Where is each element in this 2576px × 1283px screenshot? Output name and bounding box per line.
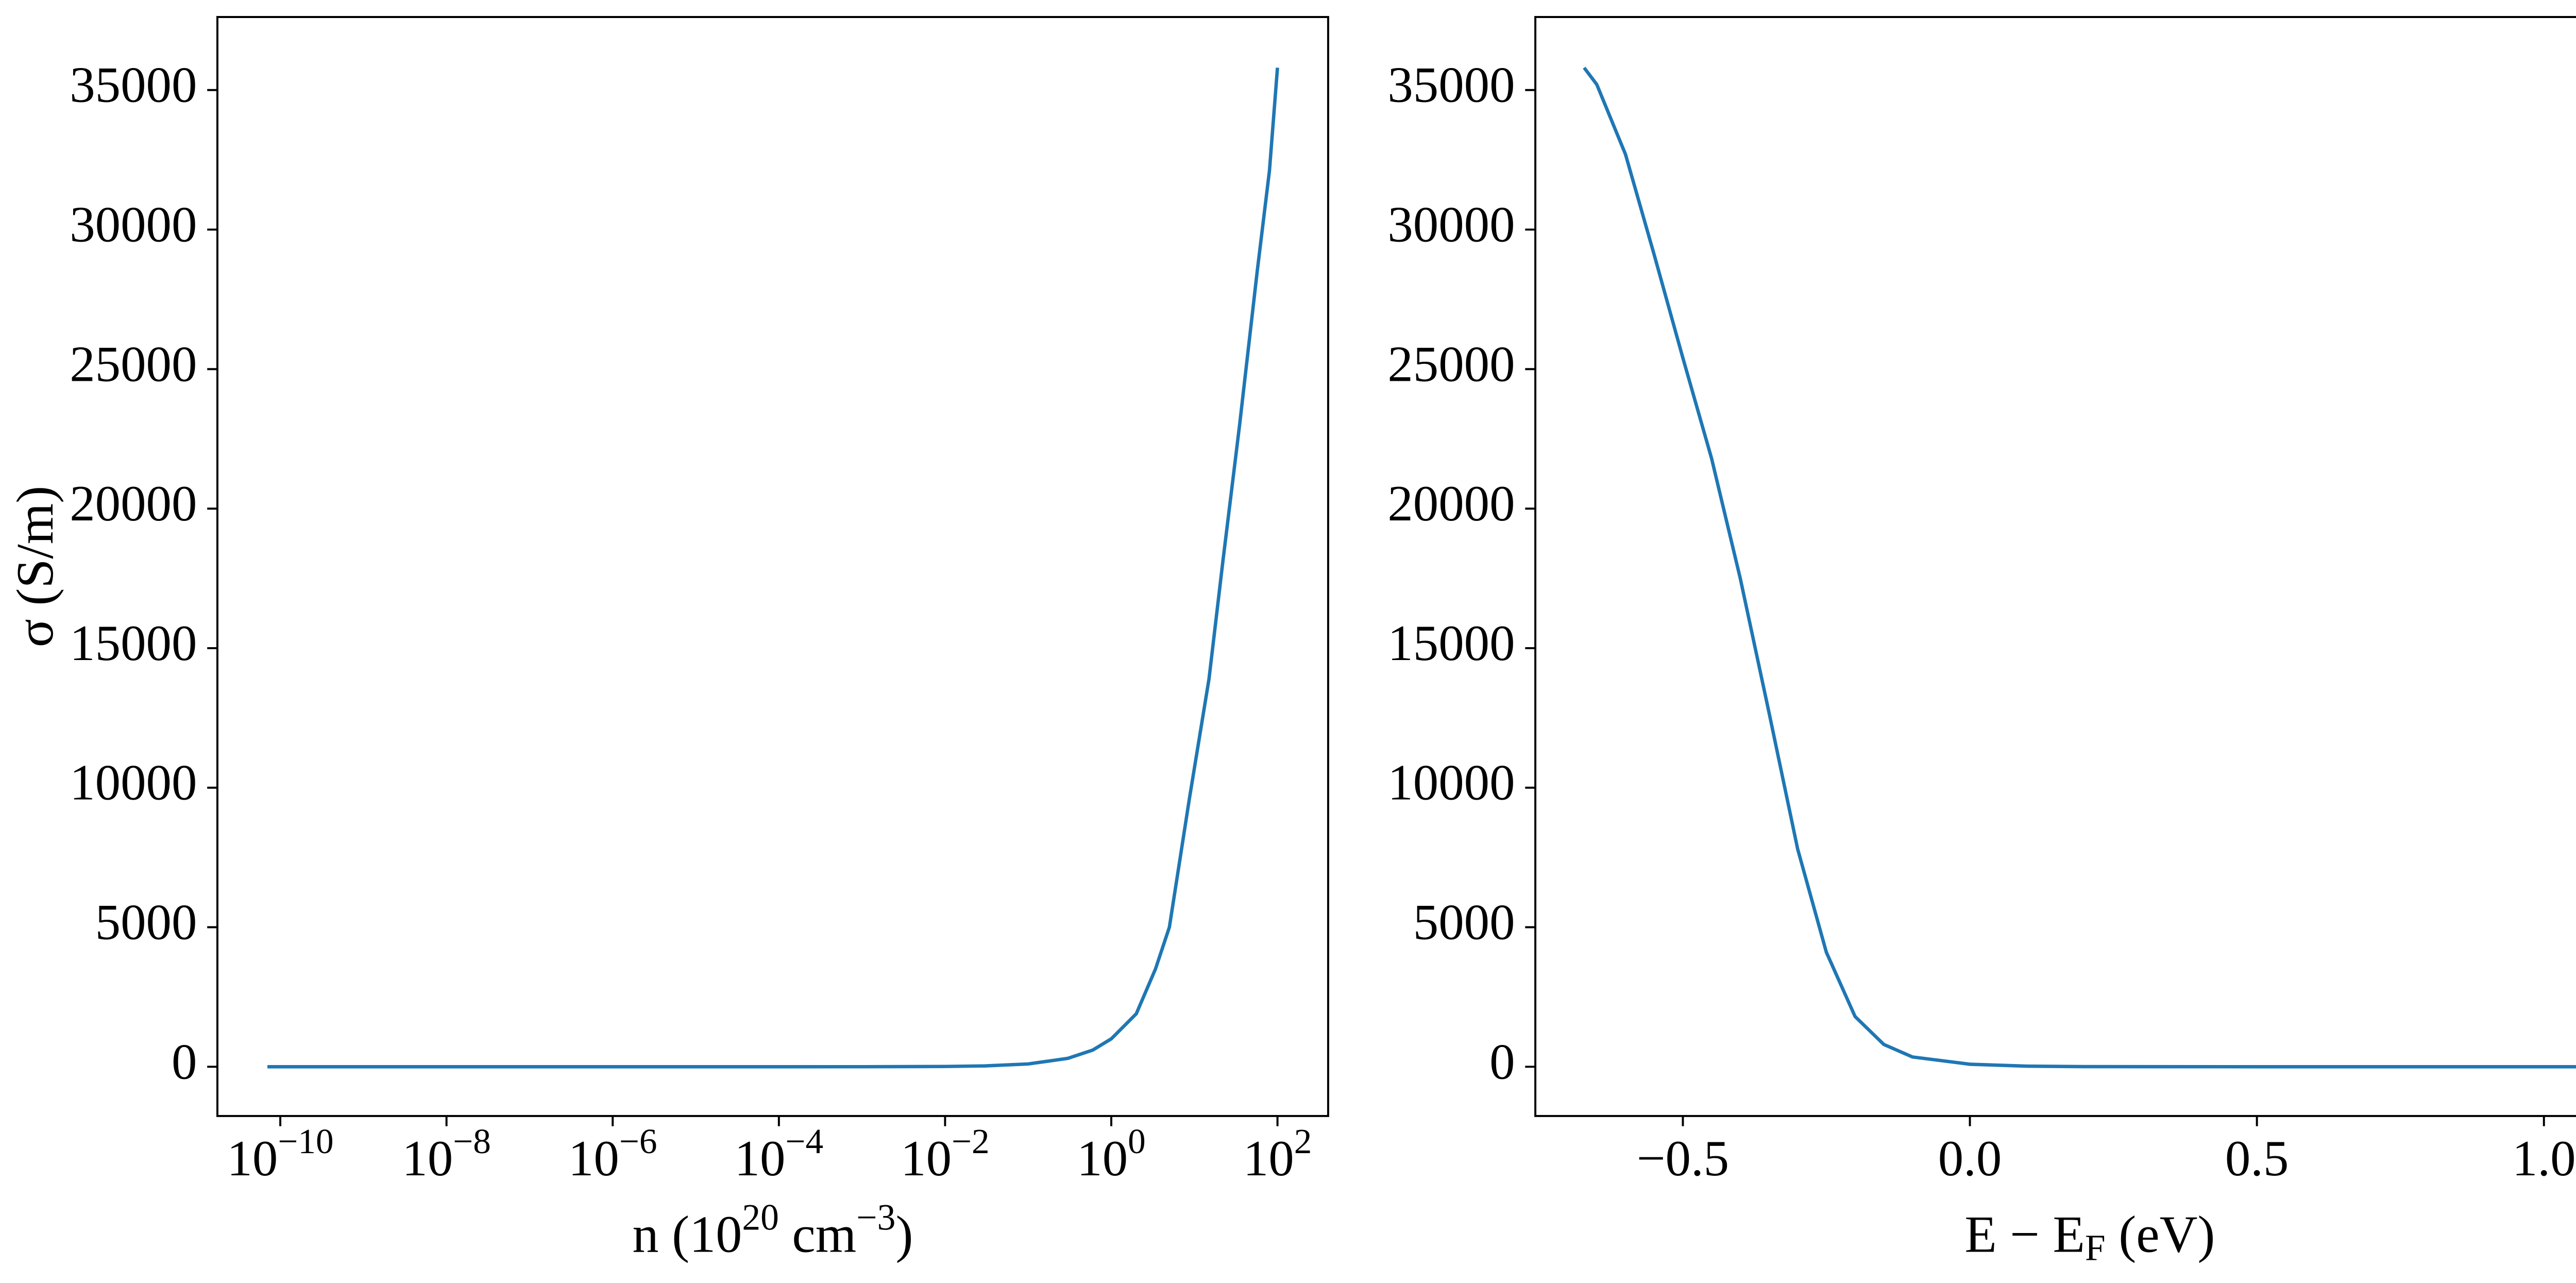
data-line	[267, 67, 1279, 1069]
y-tick-label: 15000	[1387, 615, 1515, 671]
x-axis-label: E − EF (eV)	[1964, 1206, 2215, 1269]
plot-frame	[1534, 16, 2576, 1117]
x-tick-label: 10−10​	[227, 1121, 333, 1187]
x-tick-label: 10−4​	[735, 1121, 824, 1187]
x-tick-label: 1.0	[2512, 1130, 2576, 1187]
x-tick-label: 10−6​	[568, 1121, 657, 1187]
y-tick-label: 30000	[1387, 196, 1515, 252]
y-tick-label: 25000	[1387, 336, 1515, 392]
y-tick-label: 20000	[1387, 476, 1515, 532]
x-tick-label: −0.5	[1637, 1130, 1729, 1187]
y-tick-label: 15000	[70, 615, 197, 671]
y-tick-label: 10000	[1387, 754, 1515, 811]
y-tick-label: 25000	[70, 336, 197, 392]
data-line	[1583, 66, 2576, 1069]
y-tick-label: 35000	[70, 57, 197, 113]
y-tick-label: 0	[1489, 1034, 1515, 1090]
y-tick-label: 35000	[1387, 57, 1515, 113]
x-tick-label: 10−2​	[901, 1121, 990, 1187]
x-axis-label: n (1020 cm−3)	[632, 1197, 913, 1264]
y-tick-label: 5000	[95, 894, 197, 950]
x-tick-label: 0.5	[2225, 1130, 2289, 1187]
x-tick-label: 102​	[1243, 1121, 1312, 1187]
plot-frame	[216, 16, 1329, 1117]
y-tick-label: 30000	[70, 196, 197, 252]
x-tick-label: 0.0	[1938, 1130, 2002, 1187]
y-tick-label: 5000	[1413, 894, 1515, 950]
x-tick-label: 100​	[1077, 1121, 1145, 1187]
y-tick-label: 0	[172, 1034, 197, 1090]
y-axis-label: σ (S/m)	[7, 486, 65, 647]
y-tick-label: 20000	[70, 476, 197, 532]
y-tick-label: 10000	[70, 754, 197, 811]
x-tick-label: 10−8​	[402, 1121, 491, 1187]
